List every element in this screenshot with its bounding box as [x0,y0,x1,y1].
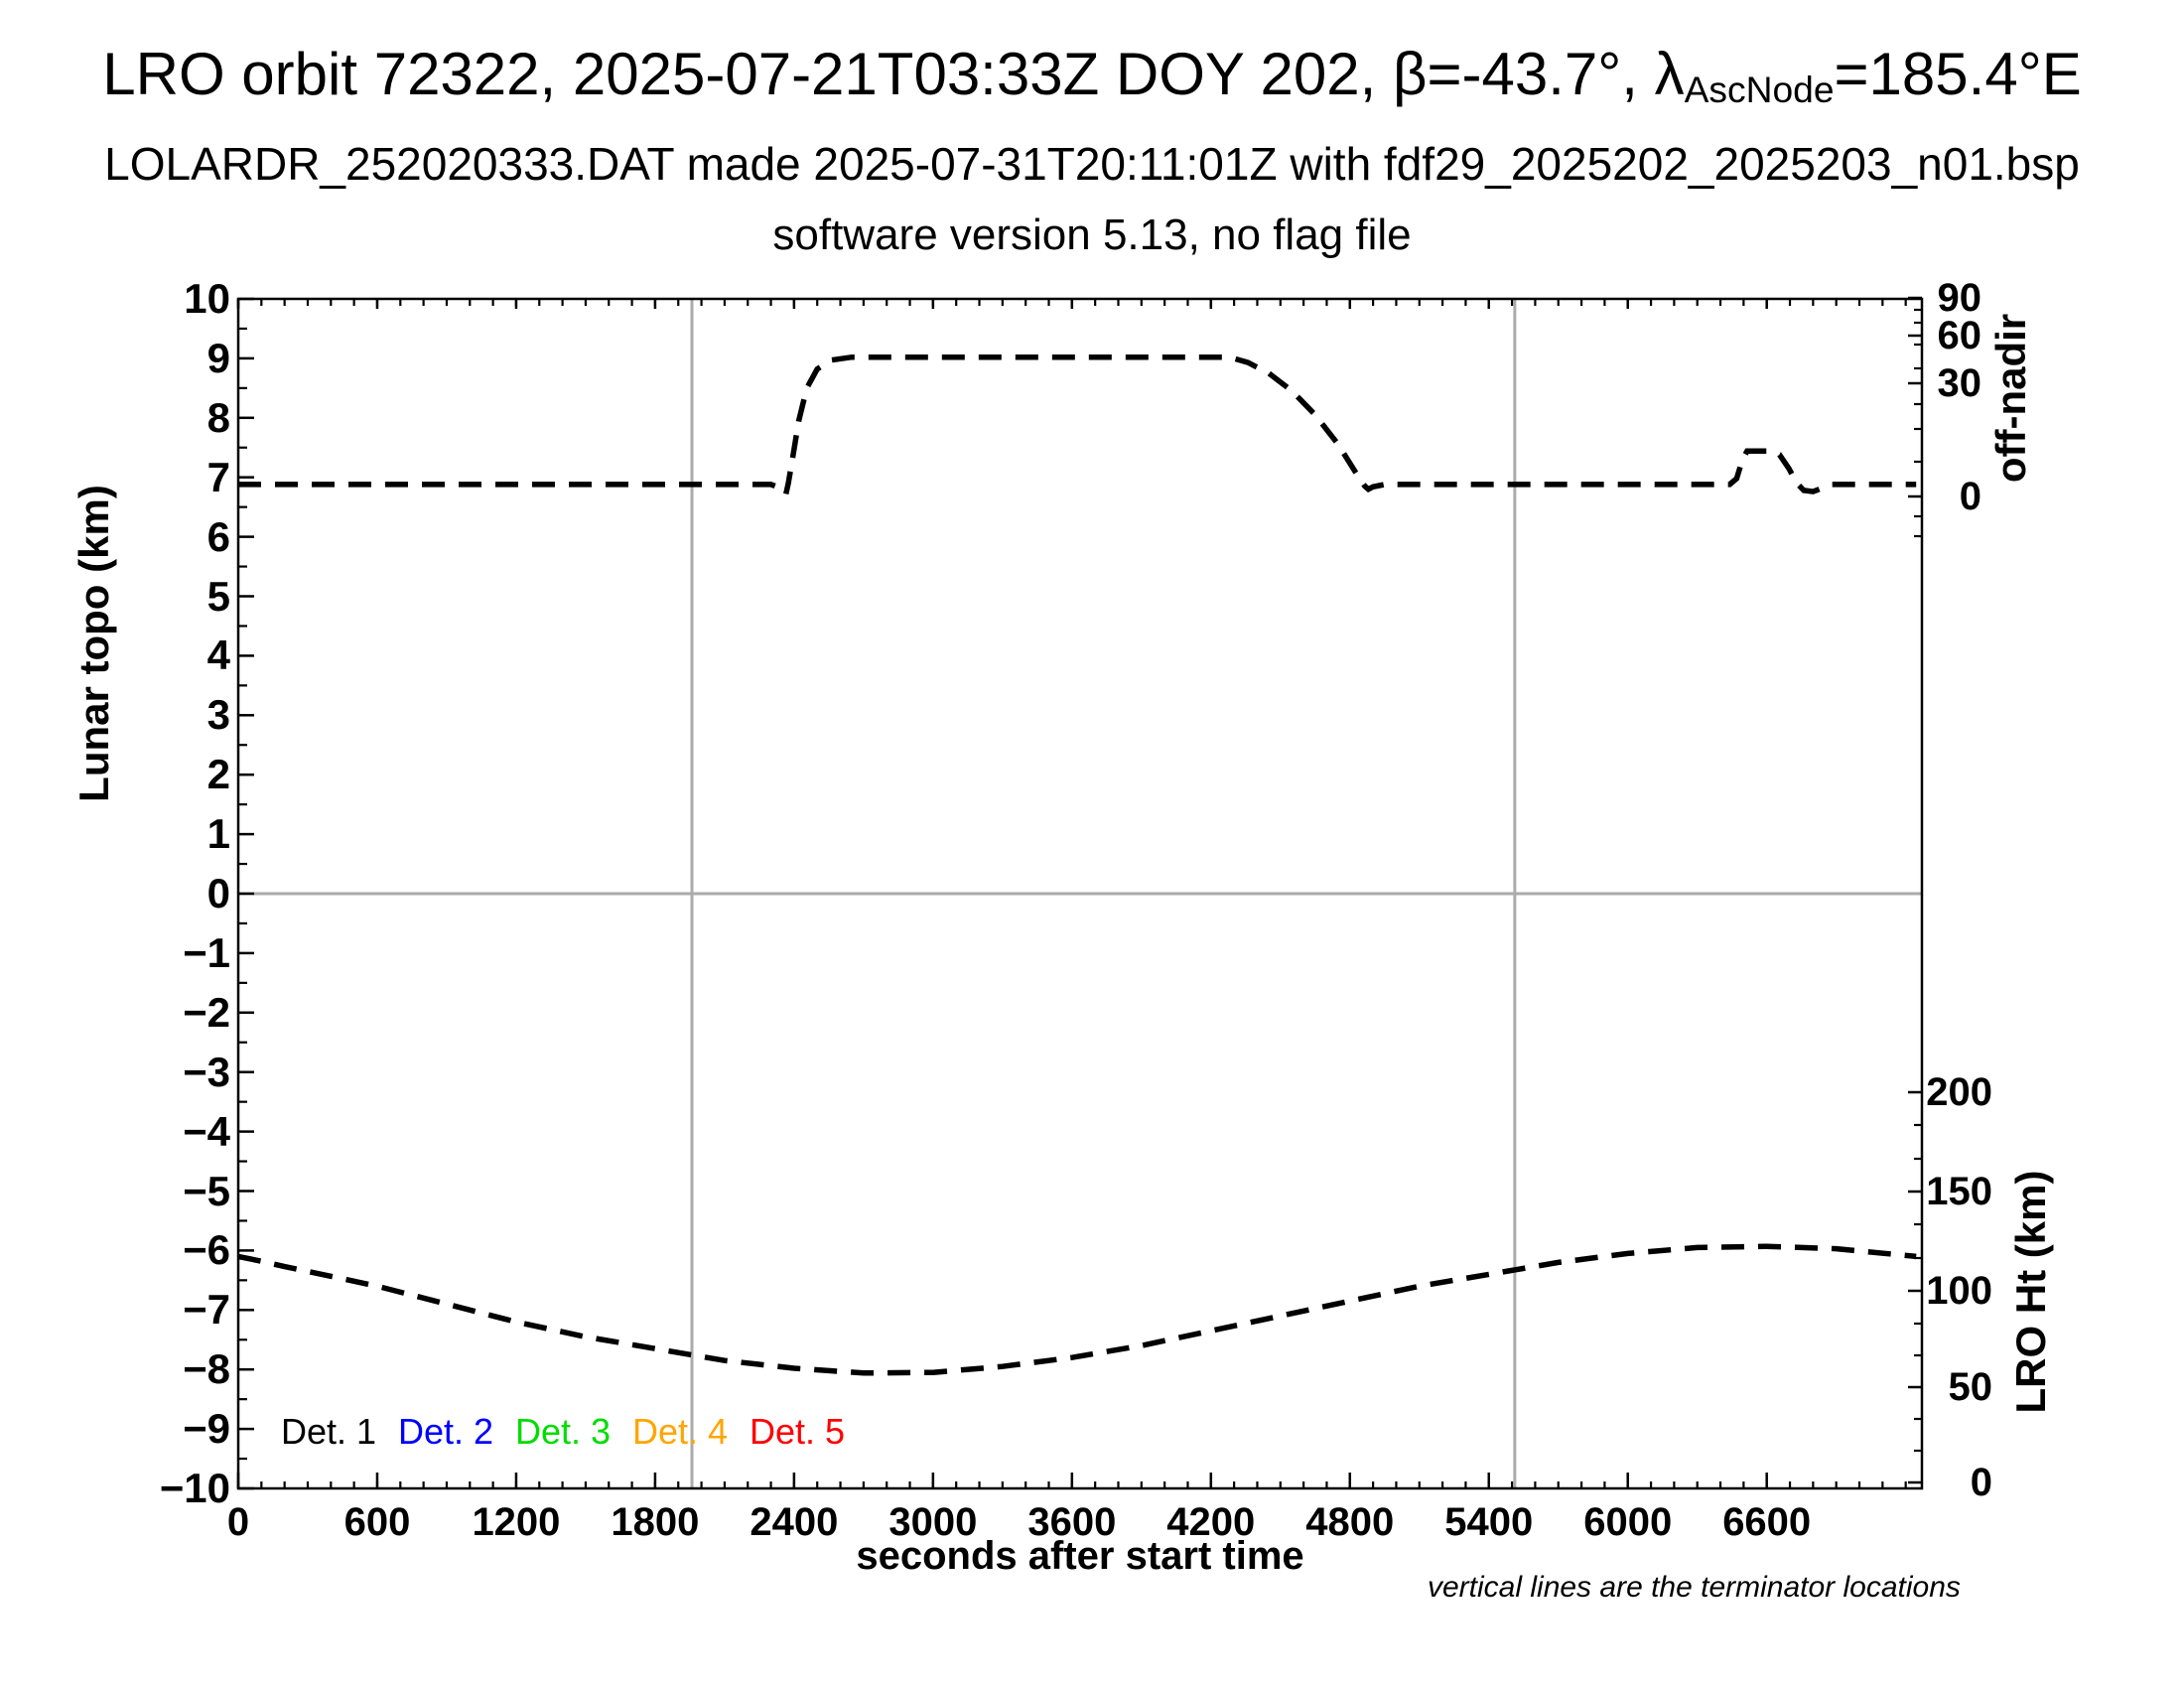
x-tick-label: 0 [226,1500,250,1544]
lro-ht-axis-tick-label: 150 [1926,1170,1992,1213]
y-tick-label: 2 [206,751,230,798]
right-top-axis-title: off-nadir [1987,313,2034,484]
x-tick-label: 1800 [611,1500,700,1544]
off-nadir-axis-tick-label: 30 [1937,361,1982,405]
x-axis-ticks [236,299,1907,1488]
y-tick-label: 6 [206,512,230,560]
lro-ht-axis-tick-label: 100 [1926,1269,1992,1313]
y-tick-label: 10 [184,275,230,322]
off-nadir-axis-tick-label: 60 [1937,314,1982,357]
y-tick-label: 9 [206,334,230,381]
x-axis-title: seconds after start time [856,1534,1304,1578]
legend-item-det-5: Det. 5 [750,1411,846,1452]
x-tick-label: 3600 [1027,1500,1117,1544]
lro-ht-axis-tick-label: 200 [1926,1070,1992,1114]
legend-item-det-1: Det. 1 [281,1411,377,1452]
y-tick-label: 8 [206,393,230,441]
y-tick-label: −4 [183,1107,230,1155]
x-tick-label: 6000 [1583,1500,1673,1544]
y-tick-label: −10 [159,1465,230,1511]
subtitle-file-line: LOLARDR_252020333.DAT made 2025-07-31T20… [104,138,2080,190]
legend-item-det-2: Det. 2 [398,1411,494,1452]
lro-ht-axis-tick-label: 50 [1948,1365,1993,1409]
y-tick-label: −7 [183,1286,230,1334]
terminator-footnote: vertical lines are the terminator locati… [1428,1571,1961,1604]
off-nadir-axis-tick-label: 0 [1959,475,1981,518]
x-tick-label: 5400 [1444,1500,1534,1544]
y-tick-label: −8 [183,1345,230,1393]
x-tick-label: 6600 [1722,1500,1812,1544]
y-tick-label: 1 [206,810,230,858]
off-nadir-axis-tick-label: 90 [1937,276,1982,320]
off-nadir-axis-ticks [1908,296,1922,538]
lro-ht-axis-tick-label: 0 [1970,1461,1992,1504]
legend-item-det-3: Det. 3 [515,1411,612,1452]
title-post: =185.4°E [1834,41,2082,107]
x-tick-label: 2400 [750,1500,839,1544]
y-tick-label: 5 [206,572,230,620]
right-bottom-axis-title: LRO Ht (km) [2007,1170,2054,1414]
y-tick-label: −1 [183,928,230,976]
x-tick-label: 4200 [1166,1500,1256,1544]
title-subscript: AscNode [1684,69,1835,111]
y-tick-label: −9 [183,1405,230,1453]
y-tick-label: −2 [183,988,230,1036]
x-tick-label: 600 [343,1500,411,1544]
y-tick-label: 7 [206,453,230,500]
lro-height-curve [237,1243,1917,1376]
off-nadir-curve [238,353,1917,500]
x-tick-label: 1200 [472,1500,561,1544]
x-tick-label: 3000 [888,1500,978,1544]
y-tick-label: 4 [206,632,230,679]
y-tick-label: 0 [206,870,230,916]
left-axis-ticks [238,297,254,1490]
x-tick-label: 4800 [1305,1500,1395,1544]
y-tick-label: 3 [206,691,230,739]
lro-ht-axis-ticks [1908,1090,1922,1484]
page-title: LRO orbit 72322, 2025-07-21T03:33Z DOY 2… [0,40,2184,111]
y-tick-label: −5 [183,1167,230,1214]
title-pre: LRO orbit 72322, 2025-07-21T03:33Z DOY 2… [102,41,1685,107]
y-tick-label: −3 [183,1048,230,1095]
legend-item-det-4: Det. 4 [632,1411,729,1452]
left-axis-title: Lunar topo (km) [70,485,117,802]
y-tick-label: −6 [183,1226,230,1274]
subtitle-version-line: software version 5.13, no flag file [772,211,1412,259]
